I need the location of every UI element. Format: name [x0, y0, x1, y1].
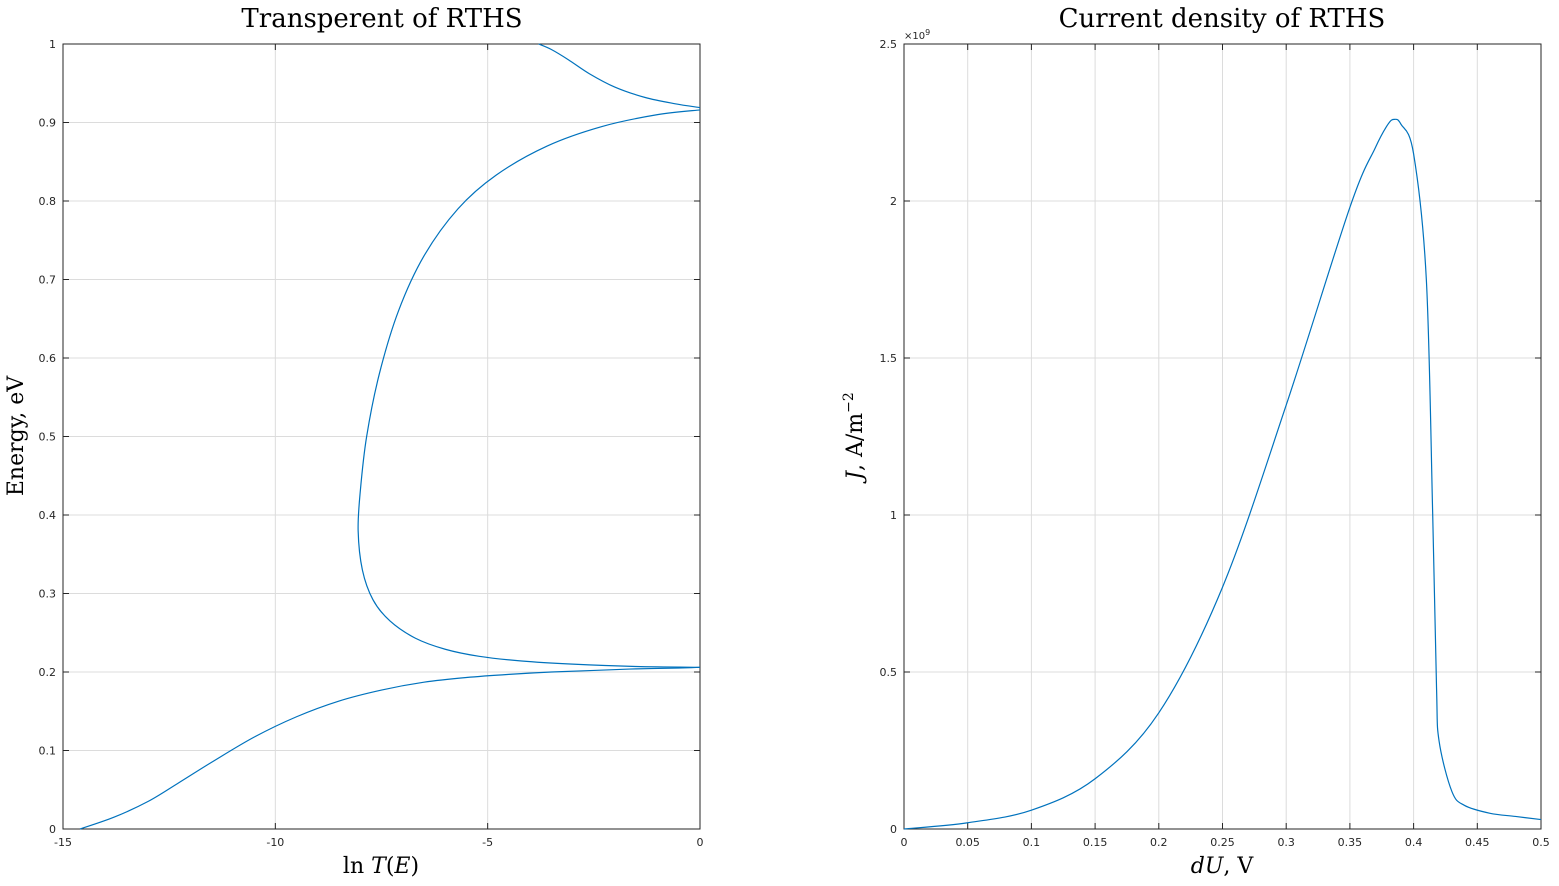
- series-line-1: [903, 118, 1542, 830]
- y-axis-label: J, A/m−2: [841, 392, 868, 484]
- y-tick-label: 0.2: [39, 666, 57, 679]
- y-multiplier-base: ×10: [904, 31, 925, 42]
- x-tick-labels: -15 -10 -5 0: [54, 836, 703, 849]
- x-tick-label: 0.3: [1277, 836, 1295, 849]
- tick-marks: [62, 43, 701, 830]
- chart-transparency: -15 -10 -5 0 00.10.20.30.40.50.60.70.80.91 …: [4, 4, 704, 879]
- x-axis-label-part: ln: [343, 854, 371, 879]
- y-axis-label-unit: , A/m: [843, 413, 868, 471]
- y-tick-labels: 0 0.1 0.2 0.3 0.4 0.5 0.6 0.7 0.8 0.9 1: [39, 38, 57, 836]
- y-axis-label-exp: −2: [841, 392, 857, 413]
- x-tick-label: -10: [266, 836, 284, 849]
- x-axis-label-part: ): [410, 854, 419, 879]
- x-tick-label: -5: [482, 836, 493, 849]
- y-axis-label: Energy, eV: [4, 375, 29, 496]
- series-line-1: [79, 666, 701, 830]
- grid-lines: [903, 43, 1542, 830]
- x-tick-label: 0.45: [1465, 836, 1490, 849]
- y-tick-label: 0.7: [39, 274, 57, 287]
- x-tick-label: 0: [697, 836, 704, 849]
- y-axis-label-var: J: [843, 470, 868, 484]
- x-tick-label: 0.25: [1210, 836, 1235, 849]
- y-tick-label: 0.6: [39, 352, 57, 365]
- series-line-2: [357, 109, 701, 668]
- x-axis-label-part: T: [371, 854, 388, 879]
- x-axis-label-part: (: [386, 854, 395, 879]
- y-tick-label: 1.5: [880, 352, 898, 365]
- y-tick-label: 2.5: [880, 38, 898, 51]
- y-tick-label: 0: [49, 823, 56, 836]
- x-tick-label: 0.15: [1083, 836, 1108, 849]
- x-tick-label: -15: [54, 836, 72, 849]
- grid-lines: [62, 43, 701, 830]
- chart-current-density: 0 0.05 0.1 0.15 0.2 0.25 0.3 0.35 0.4 0.45 0.5 0 0.…: [841, 4, 1550, 879]
- x-tick-label: 0.4: [1405, 836, 1423, 849]
- x-tick-label: 0.5: [1532, 836, 1550, 849]
- x-tick-label: 0.35: [1338, 836, 1363, 849]
- series-group: [903, 118, 1542, 830]
- y-tick-label: 1: [49, 38, 56, 51]
- y-tick-label: 2: [890, 195, 897, 208]
- y-multiplier: ×109: [904, 28, 930, 42]
- x-tick-label: 0: [901, 836, 908, 849]
- x-tick-label: 0.05: [955, 836, 980, 849]
- chart-title: Transperent of RTHS: [241, 4, 522, 34]
- x-axis-label-part: E: [393, 854, 410, 879]
- y-tick-label: 0.8: [39, 195, 57, 208]
- y-multiplier-exp: 9: [925, 28, 930, 37]
- y-tick-label: 0.5: [39, 431, 57, 444]
- chart-title: Current density of RTHS: [1059, 4, 1386, 34]
- y-tick-labels: 0 0.5 1 1.5 2 2.5: [880, 38, 898, 836]
- y-tick-label: 0: [890, 823, 897, 836]
- y-tick-label: 1: [890, 509, 897, 522]
- y-tick-label: 0.5: [880, 666, 898, 679]
- y-tick-label: 0.4: [39, 509, 57, 522]
- y-tick-label: 0.3: [39, 588, 57, 601]
- x-tick-labels: 0 0.05 0.1 0.15 0.2 0.25 0.3 0.35 0.4 0.45 0.5: [901, 836, 1550, 849]
- x-tick-label: 0.2: [1150, 836, 1168, 849]
- y-tick-label: 0.9: [39, 117, 57, 130]
- series-line-3: [538, 43, 701, 109]
- x-axis-label: dU, V: [1191, 854, 1255, 879]
- x-axis-label-unit: , V: [1223, 854, 1254, 879]
- series-group: [79, 43, 701, 830]
- y-tick-label: 0.1: [39, 745, 57, 758]
- x-tick-label: 0.1: [1023, 836, 1041, 849]
- x-axis-label: ln T(E): [343, 854, 419, 879]
- x-axis-label-var: dU: [1191, 854, 1225, 879]
